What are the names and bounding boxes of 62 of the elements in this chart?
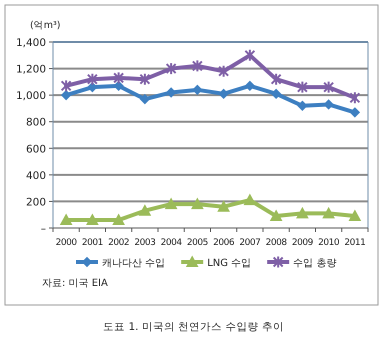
point bbox=[271, 88, 282, 99]
point bbox=[218, 200, 230, 212]
x-tick-label: 2004 bbox=[160, 238, 182, 248]
point bbox=[324, 99, 334, 110]
y-tick-label: 1,200 bbox=[16, 64, 46, 76]
y-tick-label: 600 bbox=[26, 143, 46, 156]
point bbox=[270, 72, 282, 86]
y-tick-label: – bbox=[40, 223, 46, 235]
point bbox=[139, 72, 150, 86]
point bbox=[165, 198, 178, 210]
point bbox=[166, 87, 176, 98]
point bbox=[138, 204, 151, 216]
x-tick-label: 2002 bbox=[108, 238, 130, 248]
point bbox=[140, 94, 150, 104]
point bbox=[86, 214, 98, 226]
point bbox=[296, 207, 308, 218]
point bbox=[192, 59, 203, 72]
point bbox=[349, 91, 360, 104]
legend-label: 수입 총량 bbox=[293, 258, 336, 269]
point bbox=[191, 198, 204, 210]
point bbox=[60, 79, 72, 92]
point bbox=[60, 214, 72, 226]
point bbox=[348, 210, 361, 222]
legend-label: LNG 수입 bbox=[207, 258, 252, 269]
x-tick-label: 2010 bbox=[318, 238, 340, 248]
point bbox=[218, 88, 229, 99]
ylabel: (억m³) bbox=[30, 20, 60, 31]
x-tick-label: 2005 bbox=[186, 238, 208, 248]
x-tick-label: 2000 bbox=[56, 238, 78, 248]
point bbox=[87, 82, 98, 92]
point bbox=[166, 62, 177, 76]
point bbox=[112, 214, 125, 226]
y-tick-label: 1,400 bbox=[16, 37, 46, 49]
point bbox=[244, 194, 256, 206]
title: 도표 1. 미국의 천연가스 수입량 추이 bbox=[103, 321, 284, 333]
y-tick-label: 200 bbox=[26, 196, 46, 208]
x-tick-label: 2008 bbox=[266, 238, 288, 248]
y-tick-label: 400 bbox=[26, 170, 46, 182]
x-tick-label: 2006 bbox=[213, 238, 235, 248]
point bbox=[192, 84, 202, 95]
y-tick-label: 800 bbox=[26, 116, 46, 129]
x-tick-label: 2009 bbox=[292, 238, 314, 248]
point bbox=[297, 100, 308, 111]
point bbox=[322, 207, 335, 218]
x-tick-label: 2003 bbox=[134, 238, 156, 248]
point bbox=[61, 90, 72, 100]
point bbox=[244, 80, 255, 91]
y-tick-label: 1,000 bbox=[16, 90, 46, 102]
point bbox=[114, 80, 124, 91]
point bbox=[296, 80, 308, 94]
point bbox=[270, 210, 282, 222]
x-tick-label: 2007 bbox=[239, 238, 260, 248]
point bbox=[323, 80, 334, 94]
point bbox=[113, 71, 124, 84]
point bbox=[350, 107, 360, 118]
x-tick-label: 2001 bbox=[82, 238, 103, 248]
x-tick-label: 2011 bbox=[344, 238, 366, 248]
point bbox=[86, 72, 98, 86]
point bbox=[244, 48, 256, 62]
point bbox=[218, 64, 230, 78]
annotation: 자료: 미국 EIA bbox=[42, 278, 108, 289]
legend-label: 캐나다산 수입 bbox=[102, 258, 166, 269]
